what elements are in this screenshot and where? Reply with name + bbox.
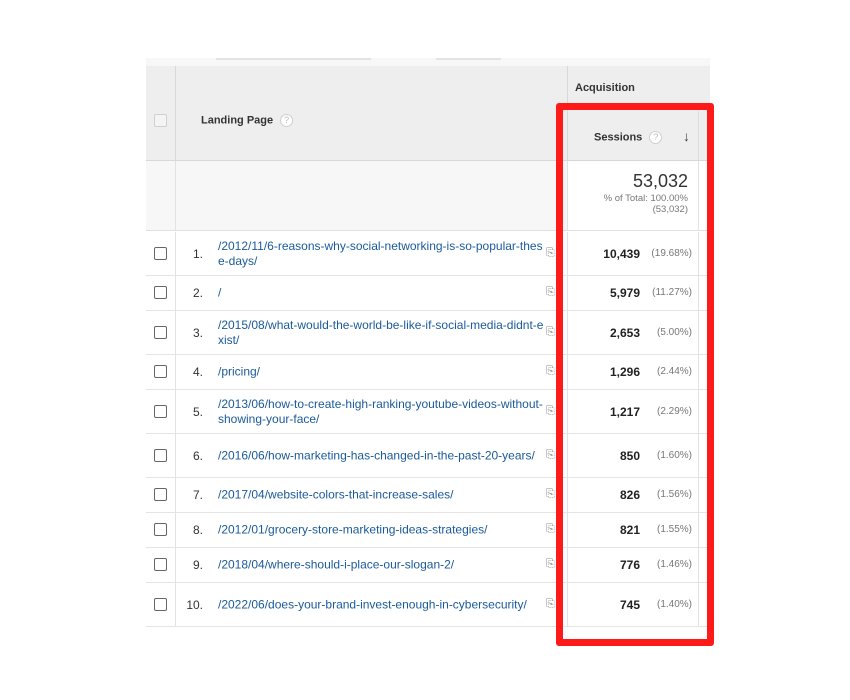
sessions-percent: (1.56%) <box>656 489 692 500</box>
row-checkbox[interactable] <box>154 365 167 378</box>
sessions-percent: (1.46%) <box>656 559 692 570</box>
table-row: 1. /2012/11/6-reasons-why-social-network… <box>146 232 710 276</box>
open-page-icon[interactable]: ⎘ <box>546 246 555 259</box>
sessions-percent: (1.55%) <box>656 524 692 535</box>
totals-row-label-cell <box>146 161 567 231</box>
open-page-icon[interactable]: ⎘ <box>546 404 555 417</box>
sessions-value: 826 <box>619 488 640 502</box>
sort-descending-icon[interactable]: ↓ <box>683 128 690 144</box>
table-row: 5. /2013/06/how-to-create-high-ranking-y… <box>146 390 710 434</box>
open-page-icon[interactable]: ⎘ <box>546 365 555 377</box>
sessions-value: 850 <box>619 448 640 463</box>
column-divider <box>175 66 176 161</box>
landing-page-link[interactable]: /2022/06/does-your-brand-invest-enough-i… <box>218 597 527 611</box>
open-page-icon[interactable]: ⎘ <box>546 523 555 535</box>
sessions-value: 821 <box>619 523 640 537</box>
table-row: 6. /2016/06/how-marketing-has-changed-in… <box>146 434 710 478</box>
sessions-percent: (1.60%) <box>656 449 692 461</box>
table-row: 8. /2012/01/grocery-store-marketing-idea… <box>146 513 710 548</box>
landing-page-column-header[interactable]: Landing Page ? <box>201 114 294 127</box>
row-checkbox[interactable] <box>154 404 167 418</box>
table-header-dimension: Landing Page ? <box>146 66 567 161</box>
total-percent-text: % of Total: 100.00% <box>603 193 688 204</box>
row-checkbox[interactable] <box>154 523 167 536</box>
row-number: 3. <box>192 325 203 340</box>
sessions-value: 2,653 <box>609 325 640 340</box>
table-row: 7. /2017/04/website-colors-that-increase… <box>146 478 710 513</box>
sessions-value: 10,439 <box>603 246 640 261</box>
sessions-column-highlight-box <box>556 103 714 646</box>
sessions-value: 5,979 <box>609 286 640 300</box>
landing-page-link[interactable]: /2018/04/where-should-i-place-our-slogan… <box>218 557 455 572</box>
top-tab-strip <box>146 58 710 66</box>
row-number: 4. <box>192 365 203 379</box>
row-number: 6. <box>192 448 203 463</box>
open-page-icon[interactable]: ⎘ <box>546 325 555 338</box>
sessions-percent: (2.29%) <box>656 405 692 417</box>
row-checkbox[interactable] <box>154 325 167 339</box>
landing-page-link[interactable]: /2013/06/how-to-create-high-ranking-yout… <box>218 396 543 426</box>
sessions-column-header[interactable]: Sessions ? ↓ <box>567 111 710 161</box>
open-page-icon[interactable]: ⎘ <box>546 448 555 461</box>
open-page-icon[interactable]: ⎘ <box>546 286 555 298</box>
help-icon[interactable]: ? <box>280 114 294 127</box>
table-row: 4. /pricing/ ⎘ 1,296 (2.44%) <box>146 355 710 390</box>
landing-page-link[interactable]: /2017/04/website-colors-that-increase-sa… <box>218 487 454 502</box>
acquisition-label: Acquisition <box>575 82 635 94</box>
row-number: 2. <box>192 286 203 300</box>
open-page-icon[interactable]: ⎘ <box>546 558 555 570</box>
sessions-percent: (5.00%) <box>656 326 692 338</box>
select-all-checkbox[interactable] <box>154 114 167 127</box>
row-checkbox[interactable] <box>154 597 167 611</box>
row-number: 8. <box>192 523 203 537</box>
sessions-header-label: Sessions ? <box>594 131 663 144</box>
sessions-value: 1,217 <box>609 404 640 419</box>
row-number: 7. <box>192 488 203 502</box>
landing-page-link[interactable]: /2016/06/how-marketing-has-changed-in-th… <box>218 448 535 462</box>
landing-page-link[interactable]: /2015/08/what-would-the-world-be-like-if… <box>218 317 544 347</box>
open-page-icon[interactable]: ⎘ <box>546 597 555 610</box>
landing-page-link[interactable]: /pricing/ <box>218 364 261 379</box>
row-checkbox[interactable] <box>154 286 167 299</box>
sessions-value: 1,296 <box>609 365 640 379</box>
landing-page-report-table: Landing Page ? Acquisition Sessions ? ↓ … <box>146 58 710 638</box>
row-number: 5. <box>192 404 203 419</box>
row-checkbox[interactable] <box>154 488 167 501</box>
sessions-value: 745 <box>619 597 640 612</box>
landing-page-link[interactable]: / <box>218 285 222 300</box>
total-absolute-text: (53,032) <box>652 204 688 215</box>
table-row: 3. /2015/08/what-would-the-world-be-like… <box>146 311 710 355</box>
help-icon[interactable]: ? <box>649 131 663 144</box>
landing-page-link[interactable]: /2012/11/6-reasons-why-social-networking… <box>218 238 543 268</box>
open-page-icon[interactable]: ⎘ <box>546 488 555 500</box>
total-sessions-value: 53,032 <box>632 171 688 191</box>
landing-page-header-label: Landing Page <box>201 114 274 127</box>
sessions-label-text: Sessions <box>594 131 643 144</box>
sessions-percent: (19.68%) <box>651 247 692 259</box>
table-row: 9. /2018/04/where-should-i-place-our-slo… <box>146 548 710 583</box>
totals-sessions-cell: 53,032 % of Total: 100.00% (53,032) <box>567 161 710 231</box>
row-checkbox[interactable] <box>154 448 167 462</box>
row-number: 9. <box>192 558 203 572</box>
sessions-percent: (11.27%) <box>652 287 692 298</box>
row-checkbox[interactable] <box>154 558 167 571</box>
table-body: 1. /2012/11/6-reasons-why-social-network… <box>146 232 710 627</box>
row-number: 10. <box>186 597 203 612</box>
sessions-percent: (1.40%) <box>656 598 692 610</box>
table-row: 2. / ⎘ 5,979 (11.27%) <box>146 276 710 311</box>
row-number: 1. <box>192 246 203 261</box>
row-checkbox[interactable] <box>154 246 167 260</box>
sessions-value: 776 <box>619 558 640 572</box>
landing-page-link[interactable]: /2012/01/grocery-store-marketing-ideas-s… <box>218 522 488 537</box>
sessions-percent: (2.44%) <box>656 366 692 377</box>
table-row: 10. /2022/06/does-your-brand-invest-enou… <box>146 583 710 627</box>
